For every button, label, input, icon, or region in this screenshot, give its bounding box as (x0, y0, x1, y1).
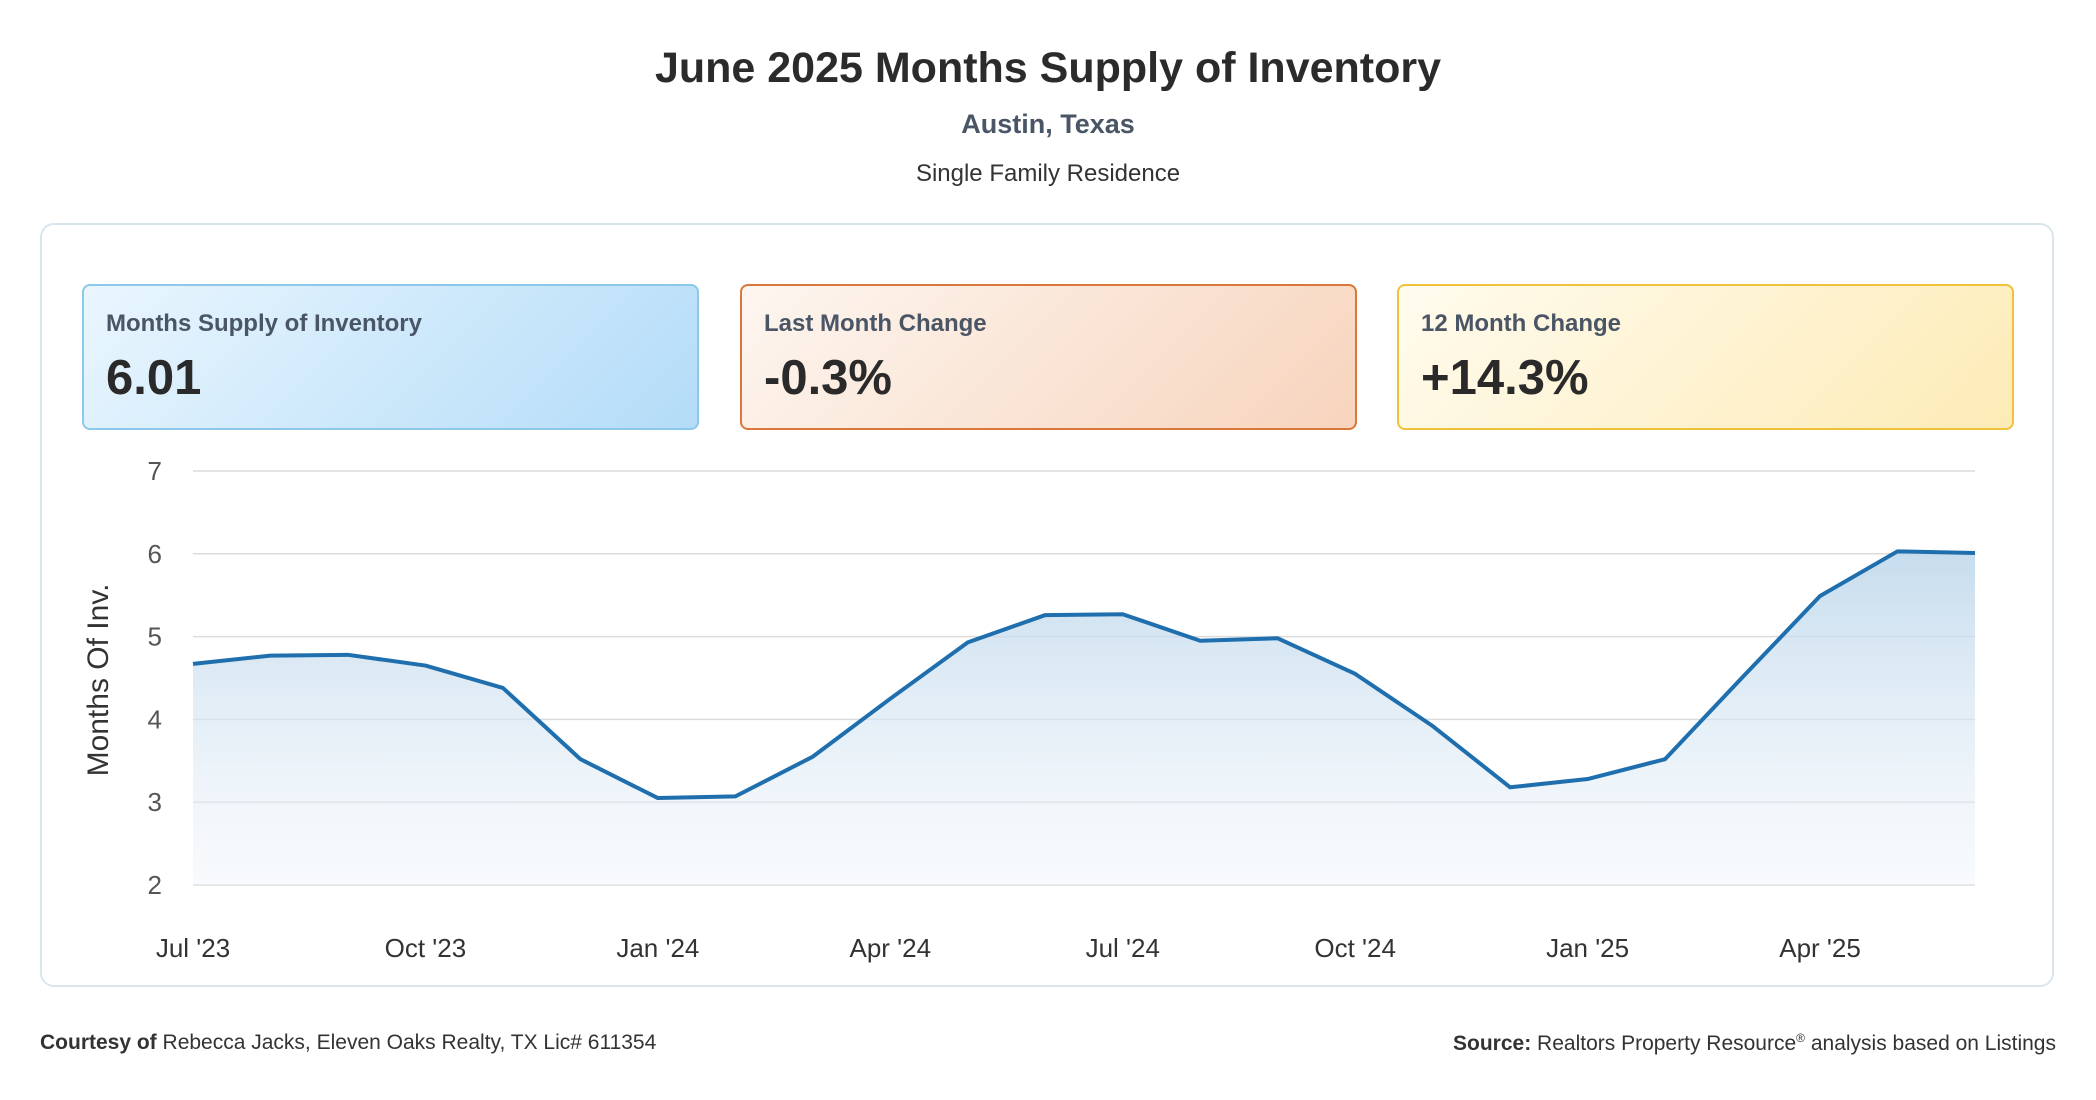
y-tick-label: 4 (148, 704, 162, 734)
y-tick-label: 7 (148, 456, 162, 486)
months-supply-value: 6.01 (106, 351, 202, 405)
months-supply-card: Months Supply of Inventory 6.01 (82, 284, 699, 430)
twelve-month-change-label: 12 Month Change (1421, 310, 1622, 337)
registered-mark: ® (1796, 1031, 1805, 1045)
y-tick-label: 6 (148, 539, 162, 569)
x-tick-label: Apr '25 (1779, 933, 1861, 963)
y-axis-label: Months Of Inv. (82, 584, 115, 777)
months-supply-label: Months Supply of Inventory (106, 310, 422, 337)
x-tick-label: Jul '24 (1086, 933, 1160, 963)
source-label: Source: (1453, 1032, 1532, 1055)
last-month-change-label: Last Month Change (764, 310, 987, 337)
series-area (193, 551, 1975, 885)
y-tick-label: 2 (148, 870, 162, 900)
x-tick-label: Jan '25 (1546, 933, 1629, 963)
chart-property-type: Single Family Residence (915, 160, 1181, 187)
last-month-change-card: Last Month Change -0.3% (740, 284, 1357, 430)
twelve-month-change-value: +14.3% (1421, 351, 1589, 405)
source-text-b: analysis based on Listings (1805, 1032, 2056, 1055)
last-month-change-value: -0.3% (764, 351, 893, 405)
chart-location: Austin, Texas (961, 109, 1135, 139)
courtesy-footer: Courtesy of Rebecca Jacks, Eleven Oaks R… (40, 1031, 656, 1055)
x-tick-label: Oct '24 (1314, 933, 1396, 963)
source-text-a: Realtors Property Resource (1537, 1032, 1797, 1055)
y-tick-label: 3 (148, 787, 162, 817)
courtesy-text: Rebecca Jacks, Eleven Oaks Realty, TX Li… (162, 1031, 657, 1054)
x-tick-label: Jul '23 (156, 933, 230, 963)
y-tick-label: 5 (148, 622, 162, 652)
series-line (192, 549, 1976, 801)
courtesy-label: Courtesy of (40, 1031, 157, 1054)
source-footer: Source: Realtors Property Resource® anal… (1453, 1031, 2056, 1056)
twelve-month-change-card: 12 Month Change +14.3% (1397, 284, 2014, 430)
x-tick-label: Oct '23 (385, 933, 467, 963)
x-tick-label: Apr '24 (850, 933, 932, 963)
line-chart: 2 3 4 5 6 7 Jul '23 Oct '23 Jan '24 Apr '24 Jul '… (82, 456, 1976, 963)
x-tick-label: Jan '24 (616, 933, 699, 963)
chart-title: June 2025 Months Supply of Inventory (654, 44, 1442, 92)
